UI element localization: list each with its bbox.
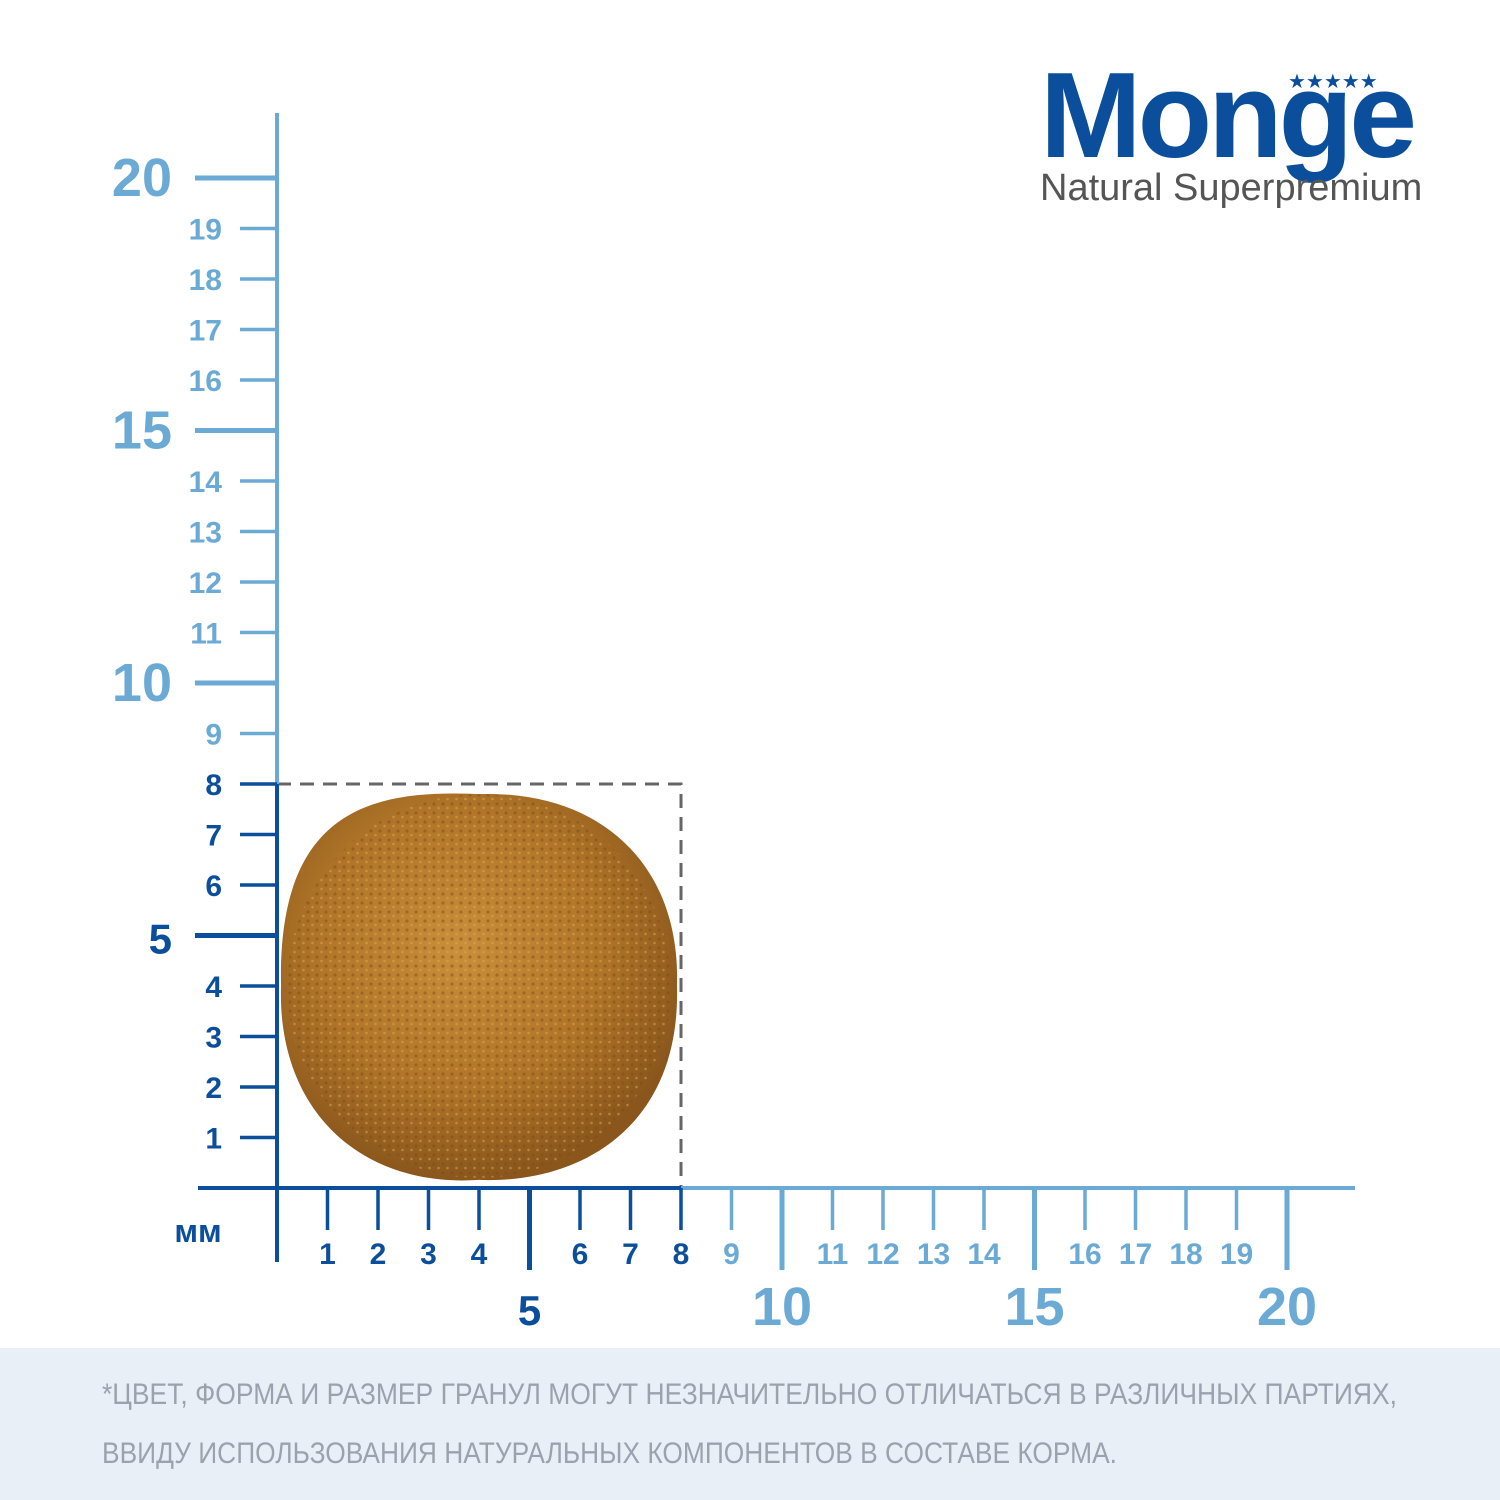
- y-major-label: 15: [112, 401, 172, 461]
- y-tick-label: 2: [205, 1072, 222, 1105]
- x-major-label: 20: [1257, 1277, 1317, 1337]
- x-tick-label: 9: [723, 1238, 740, 1271]
- x-tick-label: 7: [622, 1238, 639, 1271]
- y-tick-label: 6: [205, 870, 222, 903]
- disclaimer-line: *ЦВЕТ, ФОРМА И РАЗМЕР ГРАНУЛ МОГУТ НЕЗНА…: [102, 1378, 1397, 1411]
- disclaimer-line: ВВИДУ ИСПОЛЬЗОВАНИЯ НАТУРАЛЬНЫХ КОМПОНЕН…: [102, 1437, 1117, 1470]
- disclaimer-band: [0, 1348, 1500, 1500]
- y-tick-label: 17: [189, 315, 222, 348]
- x-major-label: 10: [752, 1277, 812, 1337]
- x-tick-label: 4: [471, 1238, 488, 1271]
- kibble-outline-box: [277, 782, 683, 1188]
- y-tick-label: 8: [205, 769, 222, 802]
- y-tick-label: 13: [189, 517, 222, 550]
- x-tick-label: 11: [817, 1238, 849, 1271]
- x-tick-label: 6: [572, 1238, 589, 1271]
- y-tick-label: 9: [205, 719, 222, 752]
- svg-text:★★★★★: ★★★★★: [1288, 71, 1378, 93]
- y-tick-label: 16: [189, 365, 222, 398]
- brand-name: Monge: [1040, 47, 1413, 183]
- y-tick-label: 11: [190, 618, 222, 651]
- y-tick-label: 7: [205, 820, 222, 853]
- y-tick-label: 4: [205, 971, 222, 1004]
- x-tick-label: 12: [866, 1238, 899, 1271]
- y-tick-label: 18: [189, 264, 222, 297]
- y-major-label: 20: [112, 148, 172, 208]
- x-tick-label: 18: [1169, 1238, 1202, 1271]
- x-tick-label: 8: [673, 1238, 690, 1271]
- x-major-label: 5: [518, 1287, 541, 1334]
- x-tick-label: 14: [967, 1238, 1001, 1271]
- x-tick-label: 16: [1068, 1238, 1101, 1271]
- brand-stars: ★★★★★: [1288, 71, 1378, 93]
- kibble-texture: [287, 794, 671, 1178]
- y-tick-label: 3: [205, 1022, 222, 1055]
- y-tick-label: 1: [205, 1123, 222, 1156]
- x-tick-label: 3: [420, 1238, 437, 1271]
- y-major-label: 10: [112, 653, 172, 713]
- y-tick-label: 19: [189, 214, 222, 247]
- brand-tagline: Natural Superpremium: [1040, 167, 1422, 209]
- y-tick-label: 12: [189, 567, 222, 600]
- x-tick-label: 13: [917, 1238, 950, 1271]
- x-tick-label: 2: [370, 1238, 387, 1271]
- x-tick-label: 17: [1119, 1238, 1152, 1271]
- x-major-label: 15: [1004, 1277, 1064, 1337]
- y-major-label: 5: [149, 916, 172, 963]
- y-tick-label: 14: [189, 466, 223, 499]
- x-tick-label: 1: [319, 1238, 336, 1271]
- x-tick-label: 19: [1220, 1238, 1253, 1271]
- unit-label: мм: [174, 1213, 221, 1249]
